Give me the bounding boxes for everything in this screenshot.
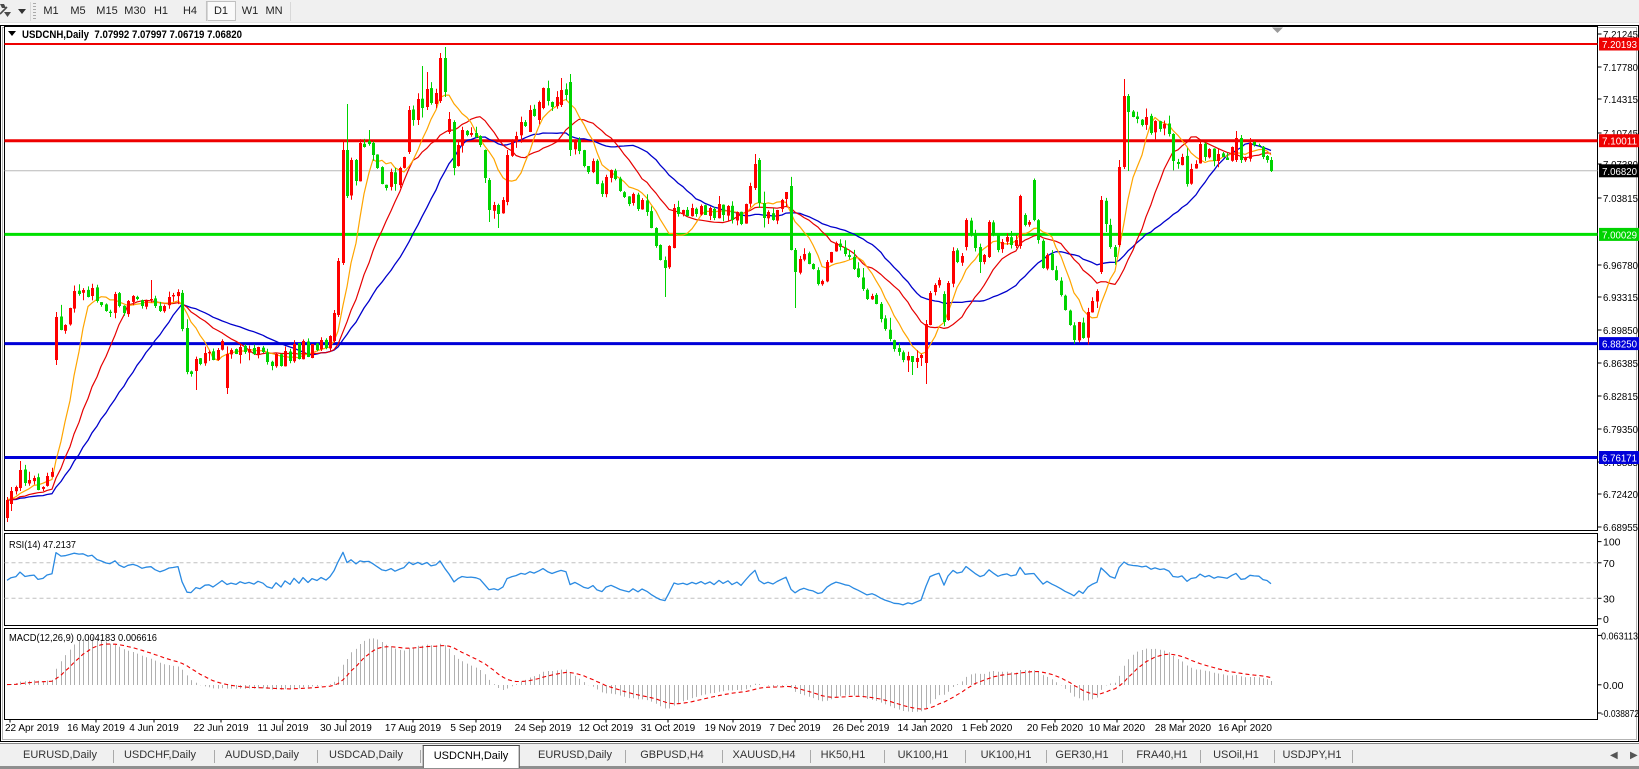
svg-text:0: 0 (1603, 614, 1609, 626)
svg-text:6.79350: 6.79350 (1603, 424, 1638, 436)
svg-text:6.76171: 6.76171 (1602, 453, 1637, 465)
svg-text:6.93315: 6.93315 (1603, 292, 1638, 304)
svg-text:16 Apr 2020: 16 Apr 2020 (1218, 723, 1272, 734)
svg-text:7.00029: 7.00029 (1602, 229, 1637, 241)
svg-text:0.063113: 0.063113 (1601, 630, 1638, 642)
svg-text:22 Apr 2019: 22 Apr 2019 (5, 723, 59, 734)
svg-text:6.68955: 6.68955 (1603, 522, 1638, 534)
svg-text:5 Sep 2019: 5 Sep 2019 (450, 723, 502, 734)
svg-text:28 Mar 2020: 28 Mar 2020 (1155, 723, 1212, 734)
svg-text:10 Mar 2020: 10 Mar 2020 (1089, 723, 1146, 734)
svg-text:RSI(14) 47.2137: RSI(14) 47.2137 (9, 539, 76, 551)
svg-text:7.10011: 7.10011 (1602, 136, 1637, 148)
svg-text:1 Feb 2020: 1 Feb 2020 (962, 723, 1013, 734)
svg-text:12 Oct 2019: 12 Oct 2019 (579, 723, 634, 734)
svg-text:6.86385: 6.86385 (1603, 358, 1638, 370)
svg-text:4 Jun 2019: 4 Jun 2019 (129, 723, 179, 734)
svg-text:7.17780: 7.17780 (1603, 62, 1638, 74)
svg-text:6.96780: 6.96780 (1603, 260, 1638, 272)
svg-text:17 Aug 2019: 17 Aug 2019 (385, 723, 442, 734)
svg-text:7.06820: 7.06820 (1602, 166, 1637, 178)
svg-text:6.82815: 6.82815 (1603, 391, 1638, 403)
svg-text:-0.038872: -0.038872 (1601, 708, 1639, 720)
svg-text:7.20193: 7.20193 (1602, 39, 1637, 51)
svg-text:16 May 2019: 16 May 2019 (67, 723, 125, 734)
svg-text:7 Dec 2019: 7 Dec 2019 (769, 723, 821, 734)
svg-text:11 Jul 2019: 11 Jul 2019 (258, 723, 309, 734)
svg-text:7.14315: 7.14315 (1603, 94, 1638, 106)
svg-text:70: 70 (1603, 558, 1615, 570)
svg-text:7.03815: 7.03815 (1603, 193, 1638, 205)
svg-text:14 Jan 2020: 14 Jan 2020 (897, 723, 952, 734)
svg-text:22 Jun 2019: 22 Jun 2019 (193, 723, 248, 734)
svg-text:24 Sep 2019: 24 Sep 2019 (515, 723, 572, 734)
svg-text:100: 100 (1603, 537, 1621, 549)
svg-text:19 Nov 2019: 19 Nov 2019 (705, 723, 762, 734)
svg-text:30 Jul 2019: 30 Jul 2019 (320, 723, 372, 734)
svg-text:20 Feb 2020: 20 Feb 2020 (1027, 723, 1084, 734)
svg-text:26 Dec 2019: 26 Dec 2019 (833, 723, 890, 734)
svg-text:0.00: 0.00 (1603, 680, 1624, 692)
svg-text:MACD(12,26,9) 0.004183 0.00661: MACD(12,26,9) 0.004183 0.006616 (9, 632, 157, 644)
svg-text:31 Oct 2019: 31 Oct 2019 (641, 723, 696, 734)
svg-text:6.72420: 6.72420 (1603, 489, 1638, 501)
svg-text:6.88250: 6.88250 (1602, 339, 1637, 351)
svg-text:6.89850: 6.89850 (1603, 325, 1638, 337)
svg-text:30: 30 (1603, 593, 1615, 605)
svg-text:USDCNH,Daily 7.07992 7.07997: USDCNH,Daily 7.07992 7.07997 7.06719 7.0… (22, 29, 242, 41)
